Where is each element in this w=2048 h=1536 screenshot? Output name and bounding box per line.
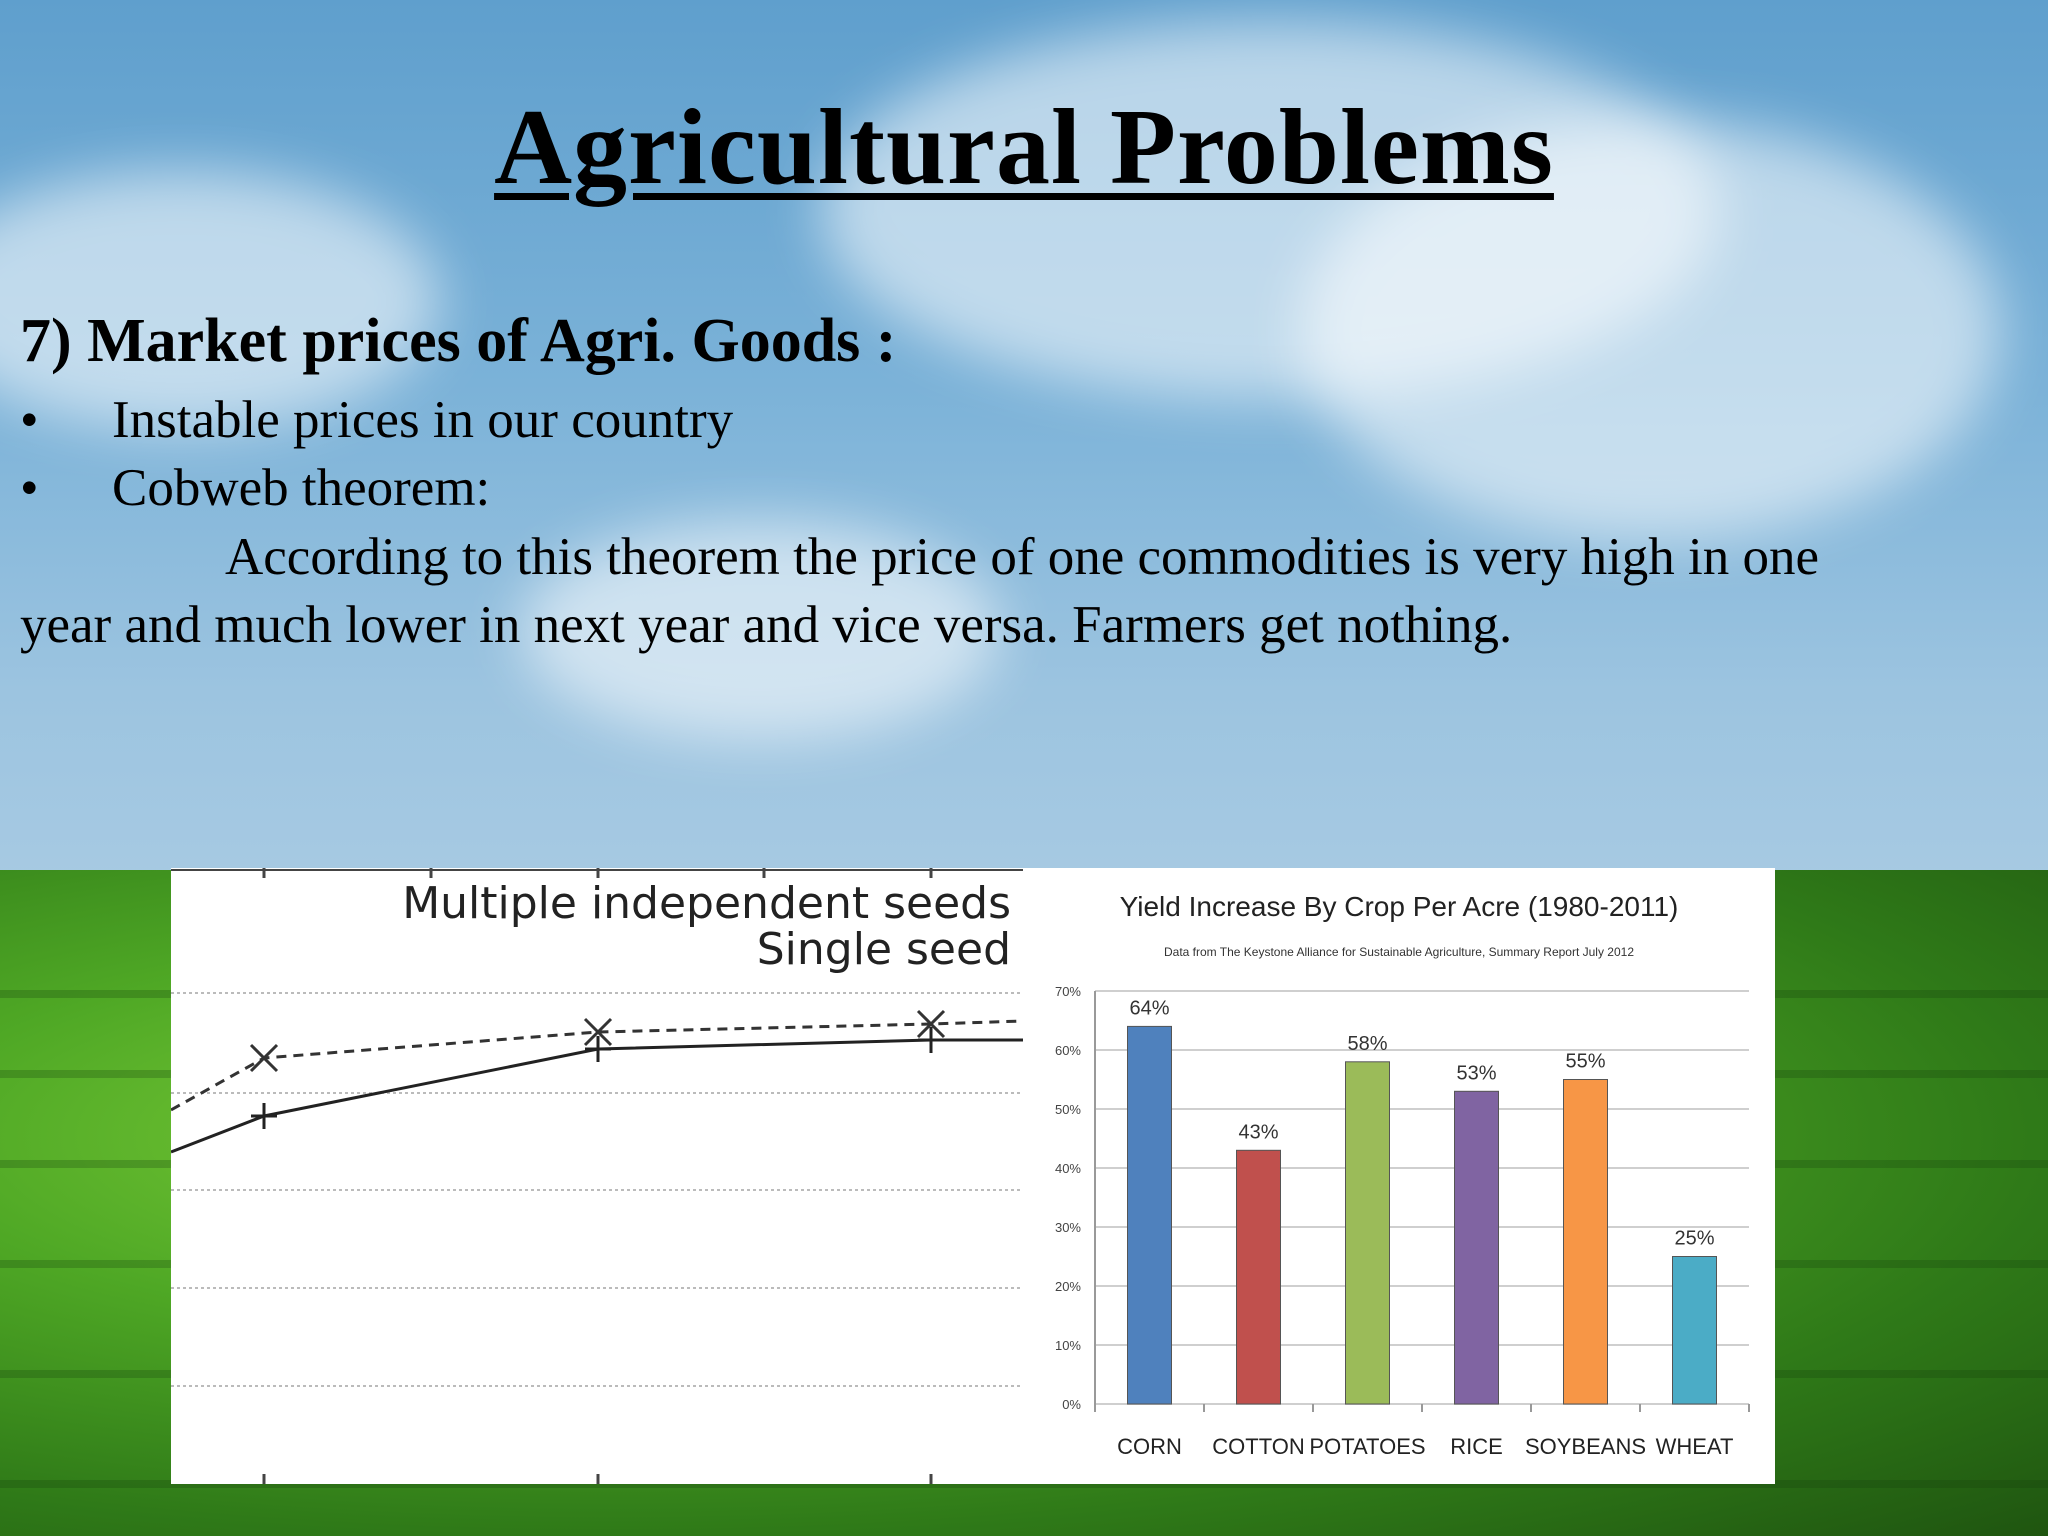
data-label: 53% [1456,1062,1496,1084]
yield-bar-chart: Yield Increase By Crop Per Acre (1980-20… [1023,868,1775,1484]
y-tick-label: 0% [1062,1397,1081,1412]
bullet-item: • Cobweb theorem: [20,458,490,518]
chart-title: Yield Increase By Crop Per Acre (1980-20… [1120,891,1679,922]
y-tick-label: 60% [1055,1043,1081,1058]
y-tick-label: 40% [1055,1161,1081,1176]
paragraph-line: According to this theorem the price of o… [225,528,1820,586]
plus-markers [251,1027,944,1129]
bullet-icon: • [20,459,39,517]
paragraph-line: year and much lower in next year and vic… [20,596,1513,654]
x-tick-label: CORN [1117,1434,1182,1459]
bar-corn [1127,1025,1172,1405]
bullet-text: Instable prices in our country [112,391,734,449]
cloud [520,520,1000,740]
section-heading: 7) Market prices of Agri. Goods : [20,307,897,375]
x-tick-label: RICE [1450,1434,1503,1459]
x-tick-label: SOYBEANS [1525,1434,1646,1459]
bullet-icon: • [20,391,39,449]
y-tick-label: 10% [1055,1338,1081,1353]
legend-single-seed: Single seed [756,924,1011,975]
bar-rice [1454,1090,1499,1405]
x-tick-label: COTTON [1212,1434,1304,1459]
bar-cotton [1236,1149,1281,1405]
y-tick-label: 70% [1055,984,1081,999]
cloud [0,170,440,430]
x-tick-label: WHEAT [1656,1434,1734,1459]
multiple-seeds-series [170,1019,1024,1112]
seeds-line-chart: Multiple independent seeds Single seed [170,868,1024,1484]
seeds-chart-svg [170,868,1024,1484]
slide-title: Agricultural Problems [494,88,1554,207]
x-markers [249,1009,946,1073]
data-label: 55% [1565,1051,1605,1073]
y-tick-label: 20% [1055,1279,1081,1294]
bar-soybeans [1563,1079,1608,1405]
data-label: 25% [1674,1228,1714,1250]
bar-potatoes [1345,1061,1390,1405]
y-tick-label: 50% [1055,1102,1081,1117]
y-tick-label: 30% [1055,1220,1081,1235]
data-label: 64% [1129,997,1169,1019]
chart-subtitle: Data from The Keystone Alliance for Sust… [1164,945,1634,959]
data-label: 43% [1238,1121,1278,1143]
legend-multiple-seeds: Multiple independent seeds [402,878,1011,929]
bullet-text: Cobweb theorem: [112,459,491,517]
bar-wheat [1672,1256,1717,1405]
cloud [1300,120,2000,540]
bar-chart-svg: Yield Increase By Crop Per Acre (1980-20… [1055,891,1750,1459]
data-label: 58% [1347,1033,1387,1055]
bullet-item: • Instable prices in our country [20,390,733,450]
x-tick-label: POTATOES [1309,1434,1425,1459]
